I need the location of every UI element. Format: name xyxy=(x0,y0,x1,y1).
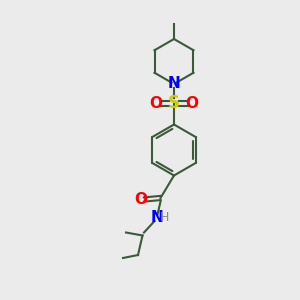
Text: O: O xyxy=(149,96,163,111)
Text: O: O xyxy=(134,192,148,207)
Text: N: N xyxy=(168,76,180,92)
Text: N: N xyxy=(151,210,164,225)
Text: H: H xyxy=(159,211,169,224)
Text: S: S xyxy=(168,94,180,112)
Text: O: O xyxy=(185,96,199,111)
